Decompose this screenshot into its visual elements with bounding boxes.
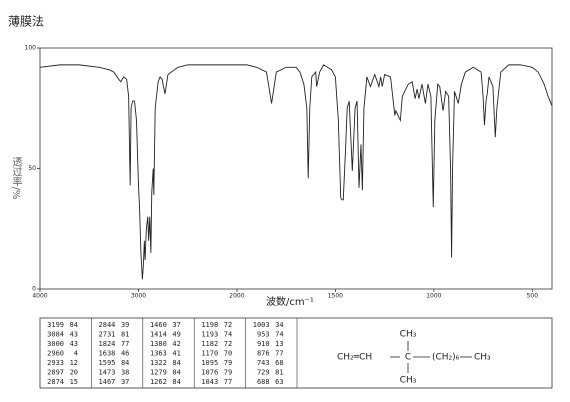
wavenumber-cell: 688 [257, 378, 270, 386]
wavenumber-cell: 1043 [201, 378, 218, 386]
wavenumber-cell: 1170 [201, 350, 218, 358]
transmittance-cell: 77 [224, 378, 232, 386]
plot-frame [39, 47, 553, 290]
wavenumber-cell: 910 [257, 340, 270, 348]
transmittance-cell: 84 [70, 321, 78, 329]
table-frame [39, 317, 553, 389]
transmittance-cell: 13 [275, 340, 283, 348]
wavenumber-cell: 1095 [201, 359, 218, 367]
wavenumber-cell: 1003 [253, 321, 270, 329]
wavenumber-cell: 2731 [99, 331, 116, 339]
wavenumber-cell: 1380 [150, 340, 167, 348]
transmittance-cell: 70 [224, 350, 232, 358]
wavenumber-cell: 1076 [201, 369, 218, 377]
transmittance-cell: 72 [224, 321, 232, 329]
spectrum-line [39, 64, 553, 280]
transmittance-cell: 15 [70, 378, 78, 386]
transmittance-cell: 38 [121, 369, 129, 377]
x-tick-label: 2000 [229, 293, 244, 300]
wavenumber-cell: 1193 [201, 331, 218, 339]
transmittance-cell: 74 [224, 331, 232, 339]
transmittance-cell: 74 [275, 331, 283, 339]
transmittance-cell: 84 [172, 359, 180, 367]
wavenumber-cell: 876 [257, 350, 270, 358]
transmittance-cell: 77 [275, 350, 283, 358]
transmittance-cell: 37 [121, 378, 129, 386]
wavenumber-cell: 1182 [201, 340, 218, 348]
transmittance-cell: 20 [70, 369, 78, 377]
wavenumber-cell: 1414 [150, 331, 167, 339]
wavenumber-cell: 1467 [99, 378, 116, 386]
transmittance-cell: 79 [224, 359, 232, 367]
x-tick-label: 1000 [426, 293, 441, 300]
structure-bottom: CH₃ [400, 376, 417, 386]
x-tick-label: 500 [527, 293, 539, 300]
transmittance-cell: 41 [172, 350, 180, 358]
transmittance-cell: 4 [74, 350, 78, 358]
wavenumber-cell: 1322 [150, 359, 167, 367]
structure-right: (CH₂)₆ [432, 353, 460, 363]
x-axis-label: 波数/cm⁻¹ [266, 295, 314, 308]
transmittance-cell: 84 [172, 369, 180, 377]
transmittance-cell: 34 [275, 321, 283, 329]
transmittance-cell: 79 [224, 369, 232, 377]
wavenumber-cell: 2897 [47, 369, 64, 377]
wavenumber-cell: 1363 [150, 350, 167, 358]
wavenumber-cell: 2874 [47, 378, 64, 386]
wavenumber-cell: 1473 [99, 369, 116, 377]
wavenumber-cell: 3084 [47, 331, 64, 339]
y-tick-label: 50 [28, 165, 36, 172]
transmittance-cell: 77 [121, 340, 129, 348]
x-tick-label: 1500 [328, 293, 343, 300]
structure-top: CH₃ [400, 330, 417, 340]
wavenumber-cell: 1279 [150, 369, 167, 377]
transmittance-cell: 72 [224, 340, 232, 348]
y-axis-label: 透过率/% [10, 156, 22, 199]
wavenumber-cell: 2933 [47, 359, 64, 367]
wavenumber-cell: 1262 [150, 378, 167, 386]
transmittance-cell: 81 [275, 369, 283, 377]
transmittance-cell: 63 [275, 378, 283, 386]
structure-left: CH₂═CH [337, 353, 372, 363]
wavenumber-cell: 1824 [99, 340, 116, 348]
wavenumber-cell: 1595 [99, 359, 116, 367]
transmittance-cell: 37 [172, 321, 180, 329]
wavenumber-cell: 1638 [99, 350, 116, 358]
structure-center: C [405, 353, 411, 363]
transmittance-cell: 84 [121, 359, 129, 367]
transmittance-cell: 49 [172, 331, 180, 339]
transmittance-cell: 43 [70, 331, 78, 339]
wavenumber-cell: 1460 [150, 321, 167, 329]
transmittance-cell: 42 [172, 340, 180, 348]
transmittance-cell: 43 [70, 340, 78, 348]
wavenumber-cell: 743 [257, 359, 270, 367]
wavenumber-cell: 1198 [201, 321, 218, 329]
wavenumber-cell: 729 [257, 369, 270, 377]
x-tick-label: 3000 [131, 293, 146, 300]
x-tick-label: 4000 [32, 293, 47, 300]
transmittance-cell: 12 [70, 359, 78, 367]
wavenumber-cell: 2960 [47, 350, 64, 358]
wavenumber-cell: 953 [257, 331, 270, 339]
wavenumber-cell: 2844 [99, 321, 116, 329]
chart-title: 薄膜法 [8, 14, 44, 29]
transmittance-cell: 68 [275, 359, 283, 367]
wavenumber-cell: 3000 [47, 340, 64, 348]
y-tick-label: 100 [25, 45, 37, 52]
transmittance-cell: 84 [172, 378, 180, 386]
y-tick-label: 0 [32, 286, 36, 293]
transmittance-cell: 39 [121, 321, 129, 329]
structure-end: CH₃ [474, 353, 491, 363]
transmittance-cell: 46 [121, 350, 129, 358]
transmittance-cell: 81 [121, 331, 129, 339]
wavenumber-cell: 3199 [47, 321, 64, 329]
structure: CH₂═CH C (CH₂)₆ CH₃ CH₃ CH₃ [337, 330, 491, 386]
